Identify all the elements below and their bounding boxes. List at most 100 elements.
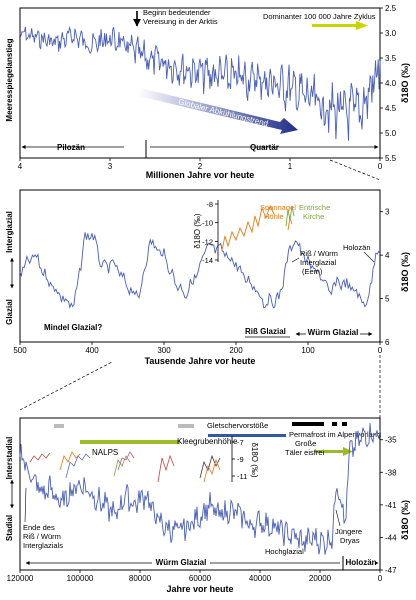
panel-1: Globaler Abkühlungstrend Beginn bedeuten… <box>5 4 410 180</box>
black-bar-3 <box>342 422 347 426</box>
y-tick-label: 5.5 <box>385 154 397 163</box>
hochglazial-label: Hochglazial <box>265 547 304 556</box>
klee-inset-ticks: -7 -9 -11 <box>232 438 247 481</box>
panel-1-y-ticks: 2.5 3.0 3.5 4.0 4.5 5.0 5.5 <box>380 4 397 163</box>
y-tick-label: 5 <box>385 295 390 304</box>
y-tick-label: 2.5 <box>385 4 397 13</box>
y-tick-label: 4.5 <box>385 104 397 113</box>
y-tick-label: 3.0 <box>385 29 397 38</box>
nalps-squiggle-6 <box>157 454 175 483</box>
x-tick-label: 60000 <box>189 574 212 583</box>
inset-ticks: -8 -10 -12 -14 <box>202 200 218 265</box>
entrische-label-1: Entrische <box>299 203 330 212</box>
y-tick-label: -41 <box>385 501 397 510</box>
epoch-pliozaen-label: Pilozän <box>57 143 85 152</box>
green-arrow-head <box>343 447 353 456</box>
gletscher-label: Gletschervorstöße <box>207 421 268 430</box>
x-tick-label: 400 <box>85 346 99 355</box>
nalps-squiggle-3 <box>65 453 91 479</box>
inset-y-label: δ18O (‰) <box>193 213 202 248</box>
wuerm-glazial-label: Würm Glazial <box>308 328 359 337</box>
juengere-label-1: Jüngere <box>335 527 362 536</box>
taeler-label-1: Große <box>295 439 316 448</box>
x-tick-label: 100000 <box>67 574 94 583</box>
nalps-label: NALPS <box>92 448 118 457</box>
inset-tick-label: -12 <box>202 237 213 246</box>
nalps-squiggle-2 <box>59 451 81 471</box>
nalps-insets <box>29 451 221 483</box>
ende-pointer <box>24 487 27 523</box>
panel-3-y-ticks: -35 -38 -41 -44 -47 <box>380 436 397 575</box>
inset-tick-label: -8 <box>206 200 213 209</box>
klee-inset-tick-label: -9 <box>237 455 244 464</box>
entrische-label-2: Kirche <box>303 212 324 221</box>
holozaen-3-label: Holozän <box>345 558 376 567</box>
black-bar-2 <box>332 422 337 426</box>
x-tick-label: 3 <box>108 162 113 171</box>
mindel-label: Mindel Glazial? <box>44 323 102 332</box>
panel-3: Gletschervorstöße Permafrost im Alpenvor… <box>5 417 410 594</box>
panel-1-x-axis-label: Millionen Jahre vor heute <box>146 170 255 180</box>
panel-3-x-ticks: 120000 100000 80000 60000 40000 20000 0 <box>7 570 383 583</box>
riss-wuerm-label-1: Riß / Würm <box>300 249 338 258</box>
x-tick-label: 120000 <box>7 574 34 583</box>
zoom-connector-4 <box>19 361 113 411</box>
gray-bar-1 <box>54 424 64 428</box>
spannagel-label-2: Höhle <box>264 212 284 221</box>
panel-3-side-bottom: Stadial <box>5 515 14 541</box>
wuerm-label-bg <box>152 556 210 566</box>
klee-inset-tick-label: -7 <box>237 438 244 447</box>
inset-tick-label: -14 <box>202 256 213 265</box>
epoch-quartaer-label: Quartär <box>250 143 279 152</box>
klee-label: Kleegrubenhöhle <box>177 437 238 446</box>
spannagel-series-2 <box>287 217 293 231</box>
y-tick-label: -47 <box>385 566 397 575</box>
ende-label-1: Ende des <box>23 523 55 532</box>
wuerm-glazial-bg <box>306 327 360 337</box>
zyklus-arrow-head <box>356 21 368 30</box>
y-tick-label: 3 <box>385 208 390 217</box>
panel-2-x-axis-label: Tausende Jahre vor heute <box>145 356 256 366</box>
x-tick-label: 300 <box>157 346 171 355</box>
x-tick-label: 0 <box>378 346 383 355</box>
panel-2-side-top: Interglazial <box>5 211 14 253</box>
panel-3-side-top: Interstadial <box>5 437 14 480</box>
x-tick-label: 20000 <box>309 574 332 583</box>
klee-inset-tick-label: -11 <box>237 472 247 481</box>
permafrost-label: Permafrost im Alpenvorland <box>289 430 381 439</box>
nalps-squiggle-8 <box>203 458 221 483</box>
panel-2-series-line <box>19 232 381 310</box>
zyklus-label: Dominanter 100 000 Jahre Zyklus <box>263 12 376 21</box>
holozaen-label-bg <box>346 556 376 566</box>
y-tick-label: 3.5 <box>385 54 397 63</box>
x-tick-label: 1 <box>288 162 293 171</box>
zyklus-bar <box>312 24 358 27</box>
panel-2-x-ticks: 500 400 300 200 100 0 <box>13 342 383 355</box>
y-tick-label: 5.0 <box>385 129 397 138</box>
inset-tick-label: -10 <box>202 219 213 228</box>
blue-bar <box>208 434 286 437</box>
holozaen-label: Holozän <box>343 243 371 252</box>
panel-2-frame <box>19 189 381 343</box>
spannagel-series <box>221 204 275 251</box>
x-tick-label: 80000 <box>129 574 152 583</box>
x-tick-label: 200 <box>229 346 243 355</box>
green-bar-1 <box>80 440 180 444</box>
riss-wuerm-pointer <box>291 257 300 263</box>
panel-1-series-line <box>19 26 381 141</box>
klee-inset-y-label: δ18O (‰) <box>250 442 259 477</box>
x-tick-label: 0 <box>378 162 383 171</box>
cooling-trend-label: Globaler Abkühlungstrend <box>178 97 270 128</box>
panel-3-series-line <box>19 423 381 555</box>
panel-2-side-bottom: Glazial <box>5 299 14 325</box>
riss-glazial-label: Riß Glazial <box>245 327 286 336</box>
black-bar-1 <box>292 422 324 426</box>
panel-3-y-axis-label: δ18O (‰) <box>400 500 410 540</box>
ende-label-2: Riß / Würm <box>23 532 61 541</box>
juengere-pointer <box>335 509 341 527</box>
panel-1-y-axis-label: δ18O (‰) <box>400 63 410 103</box>
green-bar-2 <box>315 450 345 453</box>
panel-2-y-ticks: 3 4 5 6 <box>380 208 390 347</box>
x-tick-label: 2 <box>198 162 203 171</box>
